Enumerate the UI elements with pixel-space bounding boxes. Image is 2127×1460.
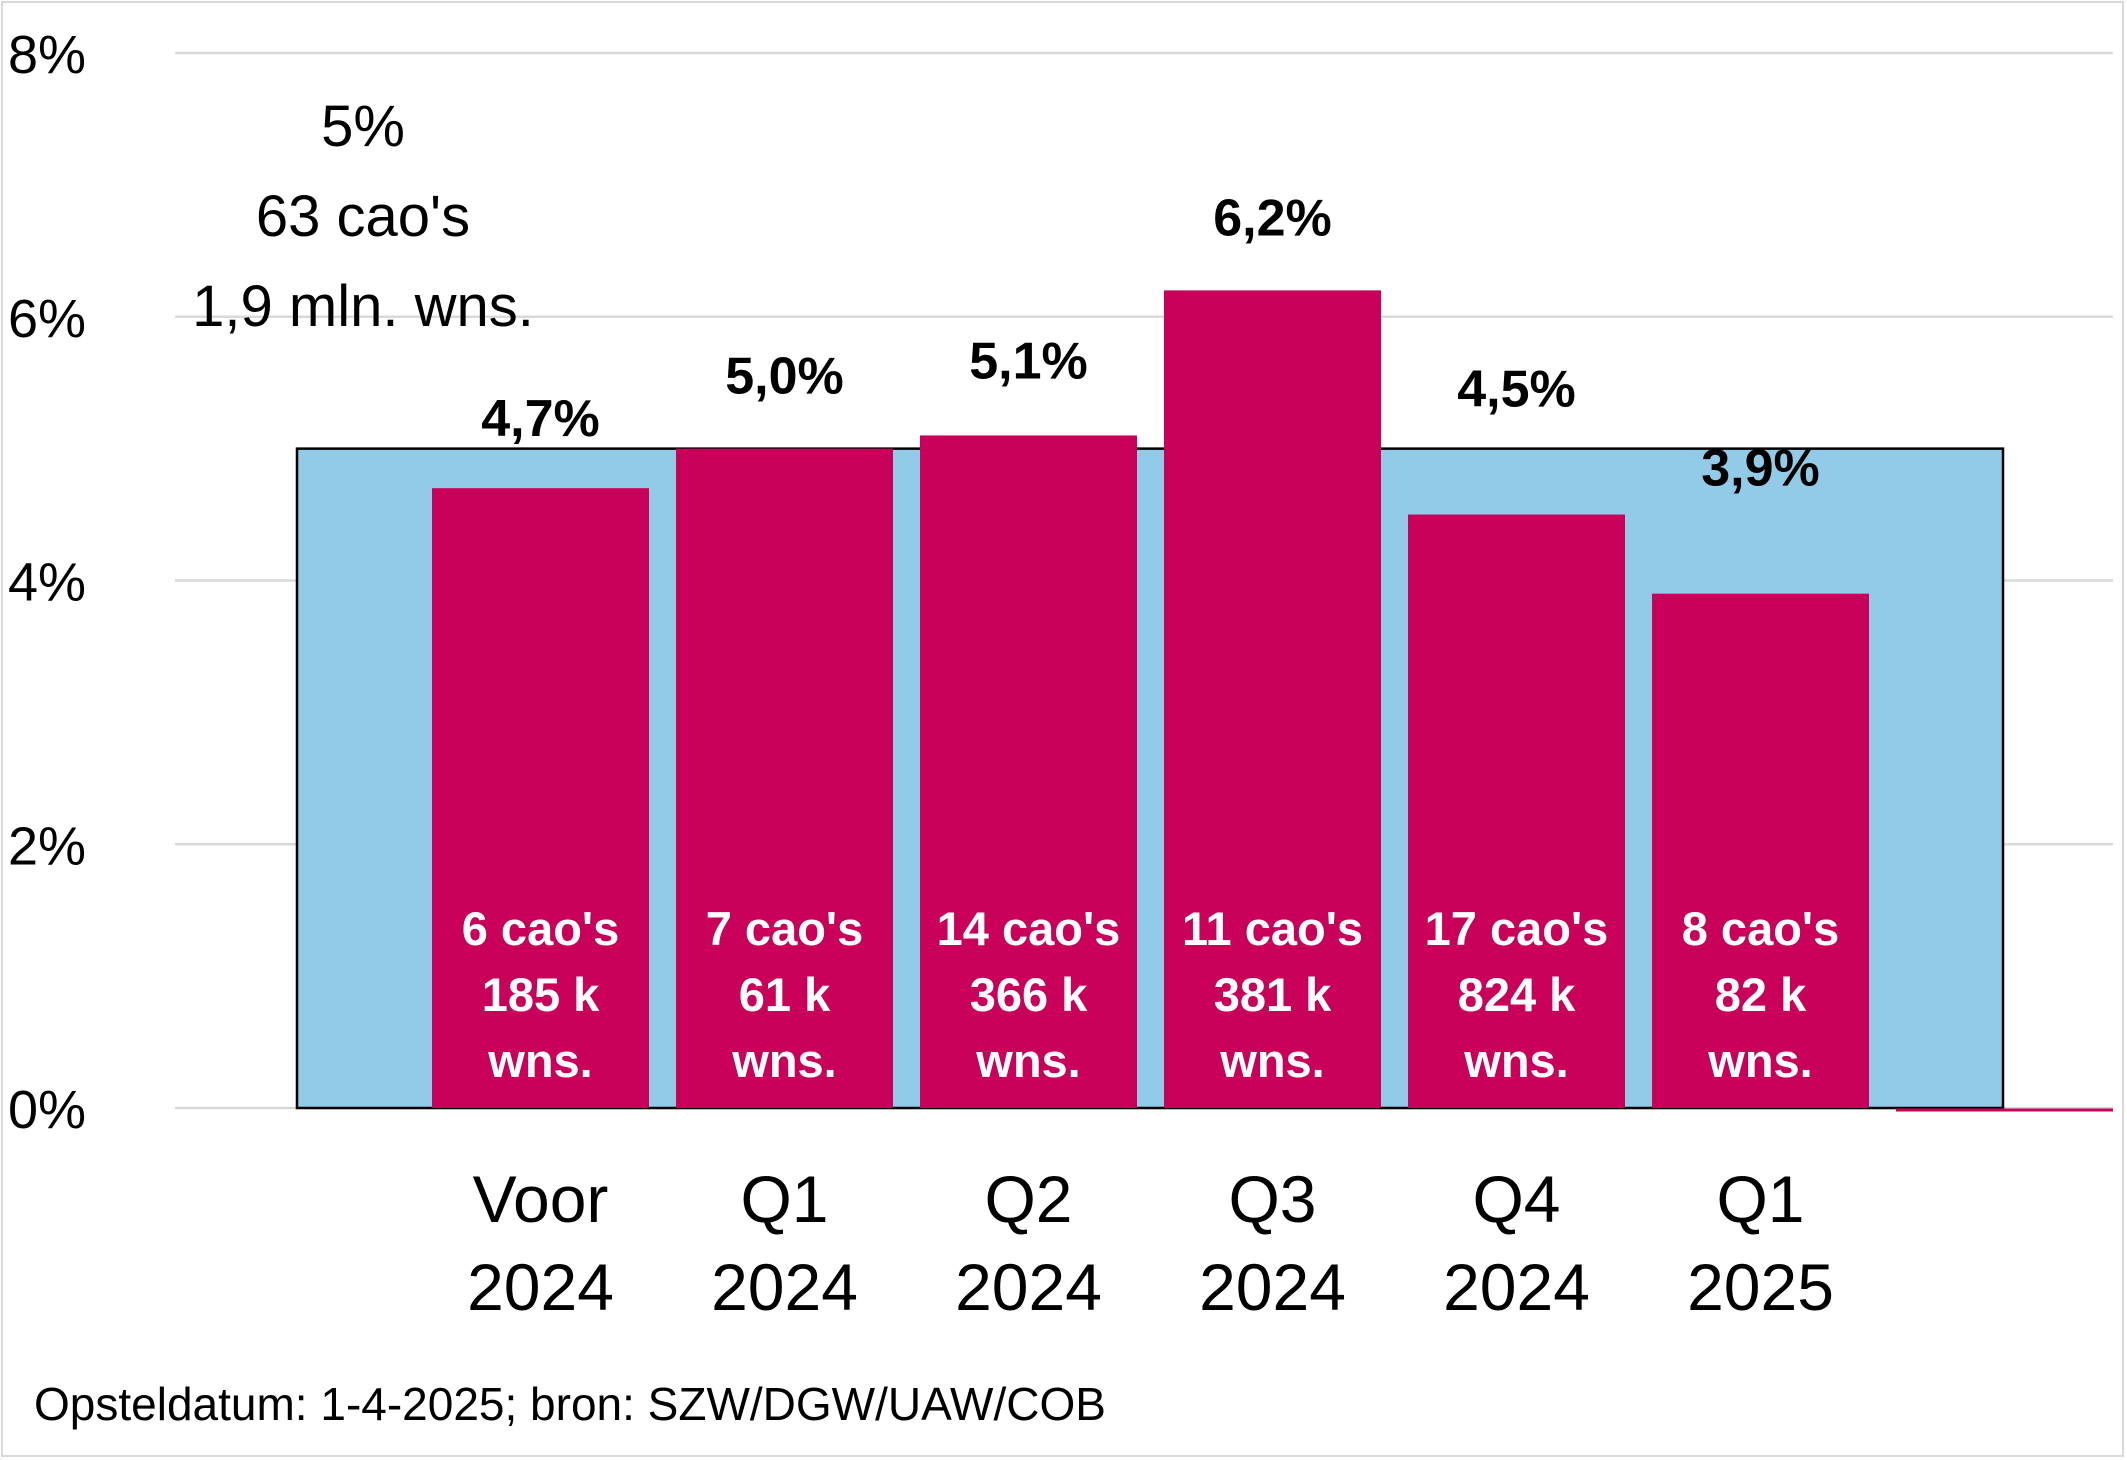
bar-annotation-line: 366 k (970, 968, 1088, 1021)
category-label: Q1 (740, 1162, 828, 1236)
value-labels: 4,7% 5,0% 5,1% 6,2% 4,5% 3,9% (481, 189, 1820, 497)
category-label: 2024 (1199, 1250, 1346, 1324)
bar-annotation-line: 14 cao's (937, 902, 1121, 955)
value-label: 6,2% (1213, 189, 1332, 247)
bar-annotation-line: 7 cao's (706, 902, 864, 955)
category-label: 2024 (1443, 1250, 1590, 1324)
bar (920, 435, 1137, 1108)
value-label: 4,5% (1457, 361, 1576, 419)
overall-annotation-line: 5% (321, 94, 405, 159)
source-note: Opsteldatum: 1-4-2025; bron: SZW/DGW/UAW… (34, 1378, 1106, 1430)
y-tick-label: 6% (8, 289, 86, 349)
category-label: 2024 (955, 1250, 1102, 1324)
value-label: 5,0% (725, 348, 844, 406)
bar-annotation-line: 8 cao's (1682, 902, 1840, 955)
overall-annotation: 5% 63 cao's 1,9 mln. wns. (192, 94, 534, 339)
bar-annotation-line: wns. (1219, 1034, 1324, 1087)
bar-annotation-line: 11 cao's (1182, 902, 1363, 955)
bar-annotation-line: wns. (975, 1034, 1080, 1087)
x-axis-categories: Voor 2024 Q1 2024 Q2 2024 Q3 2024 Q4 2024 Q1 2025 (467, 1162, 1834, 1324)
category-label: Q4 (1472, 1162, 1560, 1236)
y-tick-label: 2% (8, 816, 86, 876)
category-label: 2024 (711, 1250, 858, 1324)
bar-annotation-line: wns. (1463, 1034, 1568, 1087)
bar-annotations: 6 cao's 185 k wns. 7 cao's 61 k wns. 14 cao's 3… (462, 902, 1840, 1087)
category-label: 2025 (1687, 1250, 1834, 1324)
category-label: Q1 (1716, 1162, 1804, 1236)
value-label: 5,1% (969, 332, 1088, 390)
bar-annotation-line: wns. (731, 1034, 836, 1087)
bar-annotation-line: 381 k (1214, 968, 1332, 1021)
value-label: 4,7% (481, 390, 600, 448)
value-label: 3,9% (1701, 440, 1820, 498)
bar-annotation-line: 61 k (739, 968, 831, 1021)
y-tick-label: 0% (8, 1080, 86, 1140)
category-label: Q2 (984, 1162, 1072, 1236)
bar-annotation-line: 6 cao's (462, 902, 620, 955)
bar-annotation-line: 17 cao's (1425, 902, 1609, 955)
bar (1164, 290, 1381, 1108)
bars (432, 290, 1869, 1108)
y-tick-label: 4% (8, 553, 86, 613)
bar (676, 448, 893, 1108)
category-label: Q3 (1228, 1162, 1316, 1236)
bar-annotation-line: 824 k (1458, 968, 1576, 1021)
category-label: 2024 (467, 1250, 614, 1324)
bar-annotation-line: 185 k (482, 968, 600, 1021)
bar-annotation-line: wns. (1707, 1034, 1812, 1087)
overall-annotation-line: 1,9 mln. wns. (192, 274, 534, 339)
bar-annotation-line: 82 k (1715, 968, 1807, 1021)
overall-annotation-line: 63 cao's (256, 184, 470, 249)
y-axis-ticks: 0% 2% 4% 6% 8% (8, 25, 86, 1140)
category-label: Voor (473, 1162, 609, 1236)
bar-annotation-line: wns. (487, 1034, 592, 1087)
bar (1652, 593, 1869, 1108)
bar (432, 488, 649, 1108)
y-tick-label: 8% (8, 25, 86, 85)
bar (1408, 514, 1625, 1108)
